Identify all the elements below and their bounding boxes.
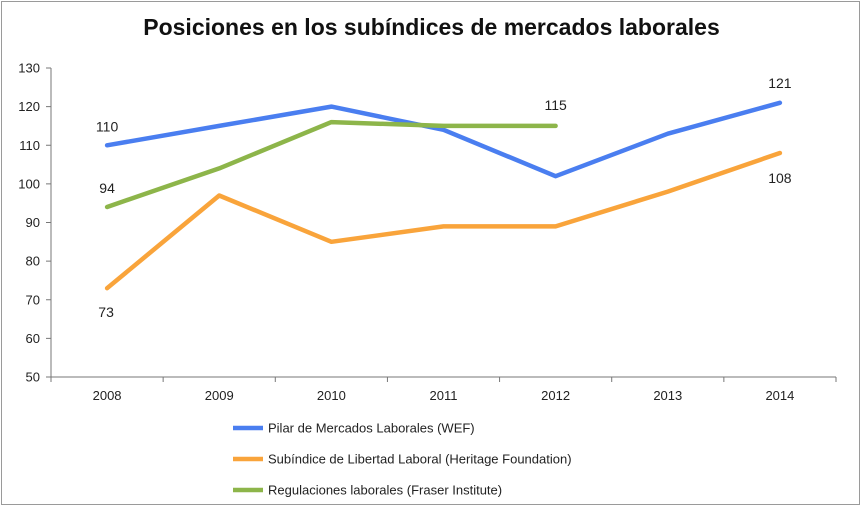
series-line-0: [104, 100, 783, 179]
data-label: 73: [98, 304, 114, 320]
y-tick-label: 90: [26, 215, 40, 230]
y-tick-label: 110: [19, 138, 40, 153]
legend-label-0: Pilar de Mercados Laborales (WEF): [268, 421, 475, 436]
x-tick-label: 2008: [93, 388, 122, 403]
x-tick-label: 2011: [430, 388, 458, 403]
x-tick-label: 2009: [205, 388, 234, 403]
x-tick-label: 2010: [317, 388, 346, 403]
legend-label-1: Subíndice de Libertad Laboral (Heritage …: [268, 452, 572, 467]
y-tick-label: 120: [18, 99, 40, 114]
x-tick-label: 2012: [541, 388, 570, 403]
data-label: 110: [96, 118, 119, 134]
y-tick-label: 100: [18, 176, 40, 191]
data-label: 115: [544, 97, 567, 113]
x-tick-label: 2013: [653, 388, 682, 403]
series-line-1: [104, 150, 783, 291]
chart-title: Posiciones en los subíndices de mercados…: [143, 14, 720, 40]
y-tick-label: 60: [26, 331, 40, 346]
y-tick-label: 80: [26, 254, 40, 269]
legend-label-2: Regulaciones laborales (Fraser Institute…: [268, 483, 502, 498]
x-tick-label: 2014: [765, 388, 794, 403]
data-label: 108: [768, 170, 792, 186]
series-line-2: [104, 119, 558, 210]
y-tick-label: 50: [26, 370, 40, 385]
y-tick-label: 70: [26, 292, 40, 307]
data-label: 94: [99, 180, 115, 196]
data-label: 121: [768, 75, 792, 91]
y-tick-label: 130: [18, 61, 40, 76]
